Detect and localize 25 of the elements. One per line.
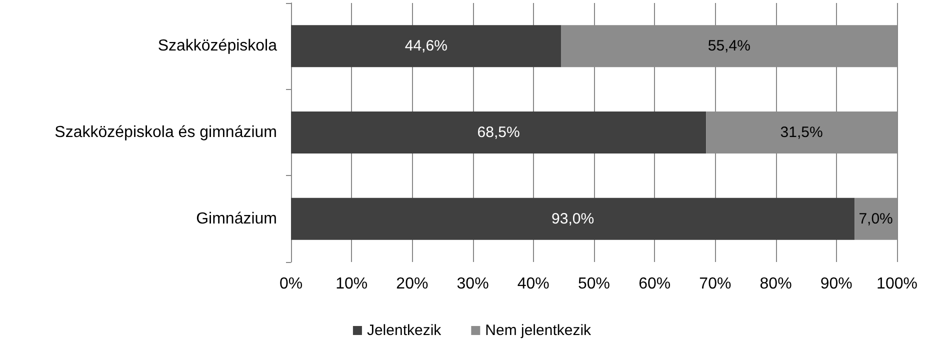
y-tick-label: Szakközépiskola	[158, 38, 278, 55]
x-tick-label: 70%	[699, 276, 732, 292]
data-label: 7,0%	[858, 210, 893, 228]
x-tick-label: 90%	[820, 276, 852, 292]
x-tick-label: 100%	[876, 276, 918, 292]
legend-label: Jelentkezik	[366, 322, 442, 339]
legend-label: Nem jelentkezik	[485, 322, 592, 339]
bar	[291, 25, 562, 68]
x-tick-label: 20%	[396, 276, 428, 292]
data-label: 31,5%	[780, 124, 823, 141]
bar	[291, 198, 855, 240]
x-tick-label: 0%	[279, 276, 303, 292]
data-label: 93,0%	[552, 210, 594, 228]
y-tick-label: Szakközépiskola és gimnázium	[54, 124, 277, 141]
x-tick-label: 10%	[336, 276, 368, 292]
x-tick-label: 80%	[760, 276, 792, 292]
x-tick-label: 50%	[578, 276, 610, 292]
y-tick-label: Gimnázium	[196, 210, 277, 228]
x-tick-label: 30%	[456, 276, 489, 292]
x-tick-label: 60%	[638, 276, 671, 292]
bar	[291, 112, 706, 154]
data-label: 55,4%	[708, 38, 750, 55]
x-tick-label: 40%	[517, 276, 550, 292]
data-label: 44,6%	[404, 38, 448, 55]
data-label: 68,5%	[477, 124, 520, 141]
